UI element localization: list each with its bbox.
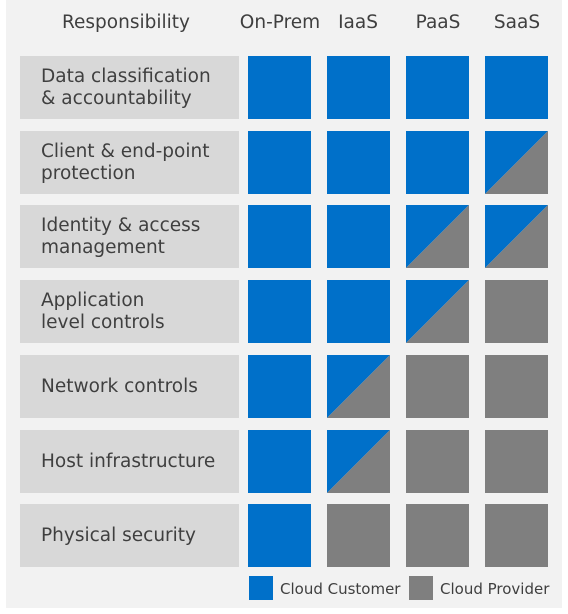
cell-saas-provider	[485, 430, 548, 493]
responsibility-row-label: Network controls	[20, 355, 239, 418]
legend-provider-label: Cloud Provider	[440, 580, 550, 598]
responsibility-label-text: Physical security	[41, 524, 197, 546]
responsibility-row-label: Data classification & accountability	[20, 56, 239, 119]
header-on-prem: On-Prem	[239, 12, 321, 33]
cell-iaas-shared	[327, 430, 390, 493]
legend-customer-label: Cloud Customer	[280, 580, 401, 598]
cell-saas-customer	[485, 56, 548, 119]
cell-iaas-customer	[327, 56, 390, 119]
cell-iaas-provider	[327, 504, 390, 567]
header-iaas: IaaS	[338, 12, 378, 33]
responsibility-row-label: Identity & access management	[20, 205, 239, 268]
responsibility-matrix: Responsibility On-Prem IaaS PaaS SaaS Da…	[6, 0, 562, 608]
legend-customer-swatch	[249, 576, 273, 600]
cell-saas-shared	[485, 131, 548, 194]
cell-paas-customer	[406, 56, 469, 119]
responsibility-row-label: Host infrastructure	[20, 430, 239, 493]
responsibility-label-text: Host infrastructure	[41, 450, 216, 472]
responsibility-label-text: Application level controls	[41, 289, 165, 333]
cell-paas-shared	[406, 280, 469, 343]
responsibility-label-text: Identity & access management	[41, 214, 201, 258]
header-paas: PaaS	[415, 12, 461, 33]
cell-saas-provider	[485, 280, 548, 343]
cell-saas-provider	[485, 504, 548, 567]
cell-paas-provider	[406, 355, 469, 418]
responsibility-row-label: Physical security	[20, 504, 239, 567]
header-saas: SaaS	[493, 12, 541, 33]
responsibility-label-text: Network controls	[41, 375, 198, 397]
legend-provider-swatch	[409, 576, 433, 600]
responsibility-label-text: Client & end-point protection	[41, 140, 210, 184]
cell-iaas-customer	[327, 280, 390, 343]
header-responsibility: Responsibility	[62, 12, 190, 33]
cell-saas-shared	[485, 205, 548, 268]
responsibility-row-label: Client & end-point protection	[20, 131, 239, 194]
cell-paas-customer	[406, 131, 469, 194]
cell-paas-shared	[406, 205, 469, 268]
cell-paas-provider	[406, 430, 469, 493]
cell-on-prem-customer	[248, 131, 311, 194]
cell-on-prem-customer	[248, 56, 311, 119]
cell-on-prem-customer	[248, 430, 311, 493]
cell-iaas-customer	[327, 205, 390, 268]
responsibility-row-label: Application level controls	[20, 280, 239, 343]
cell-on-prem-customer	[248, 355, 311, 418]
cell-paas-provider	[406, 504, 469, 567]
cell-on-prem-customer	[248, 504, 311, 567]
cell-saas-provider	[485, 355, 548, 418]
cell-iaas-shared	[327, 355, 390, 418]
cell-iaas-customer	[327, 131, 390, 194]
responsibility-label-text: Data classification & accountability	[41, 65, 211, 109]
cell-on-prem-customer	[248, 280, 311, 343]
cell-on-prem-customer	[248, 205, 311, 268]
